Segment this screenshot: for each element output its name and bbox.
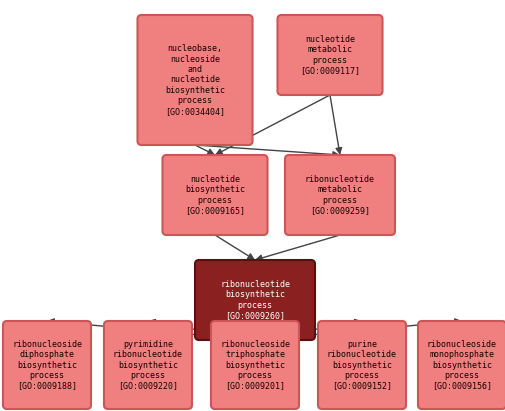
Text: nucleotide
biosynthetic
process
[GO:0009165]: nucleotide biosynthetic process [GO:0009… xyxy=(185,175,245,215)
FancyBboxPatch shape xyxy=(418,321,505,409)
Text: ribonucleoside
monophosphate
biosynthetic
process
[GO:0009156]: ribonucleoside monophosphate biosyntheti… xyxy=(427,340,497,390)
Text: nucleotide
metabolic
process
[GO:0009117]: nucleotide metabolic process [GO:0009117… xyxy=(300,35,360,75)
FancyBboxPatch shape xyxy=(211,321,299,409)
Text: ribonucleotide
metabolic
process
[GO:0009259]: ribonucleotide metabolic process [GO:000… xyxy=(305,175,375,215)
FancyBboxPatch shape xyxy=(195,260,315,340)
FancyBboxPatch shape xyxy=(104,321,192,409)
FancyBboxPatch shape xyxy=(318,321,406,409)
FancyBboxPatch shape xyxy=(137,15,252,145)
FancyBboxPatch shape xyxy=(285,155,395,235)
Text: pyrimidine
ribonucleotide
biosynthetic
process
[GO:0009220]: pyrimidine ribonucleotide biosynthetic p… xyxy=(113,340,183,390)
Text: ribonucleotide
biosynthetic
process
[GO:0009260]: ribonucleotide biosynthetic process [GO:… xyxy=(220,280,290,320)
FancyBboxPatch shape xyxy=(163,155,268,235)
FancyBboxPatch shape xyxy=(278,15,382,95)
Text: nucleobase,
nucleoside
and
nucleotide
biosynthetic
process
[GO:0034404]: nucleobase, nucleoside and nucleotide bi… xyxy=(165,44,225,116)
Text: ribonucleoside
diphosphate
biosynthetic
process
[GO:0009188]: ribonucleoside diphosphate biosynthetic … xyxy=(12,340,82,390)
FancyBboxPatch shape xyxy=(3,321,91,409)
Text: ribonucleoside
triphosphate
biosynthetic
process
[GO:0009201]: ribonucleoside triphosphate biosynthetic… xyxy=(220,340,290,390)
Text: purine
ribonucleotide
biosynthetic
process
[GO:0009152]: purine ribonucleotide biosynthetic proce… xyxy=(327,340,397,390)
